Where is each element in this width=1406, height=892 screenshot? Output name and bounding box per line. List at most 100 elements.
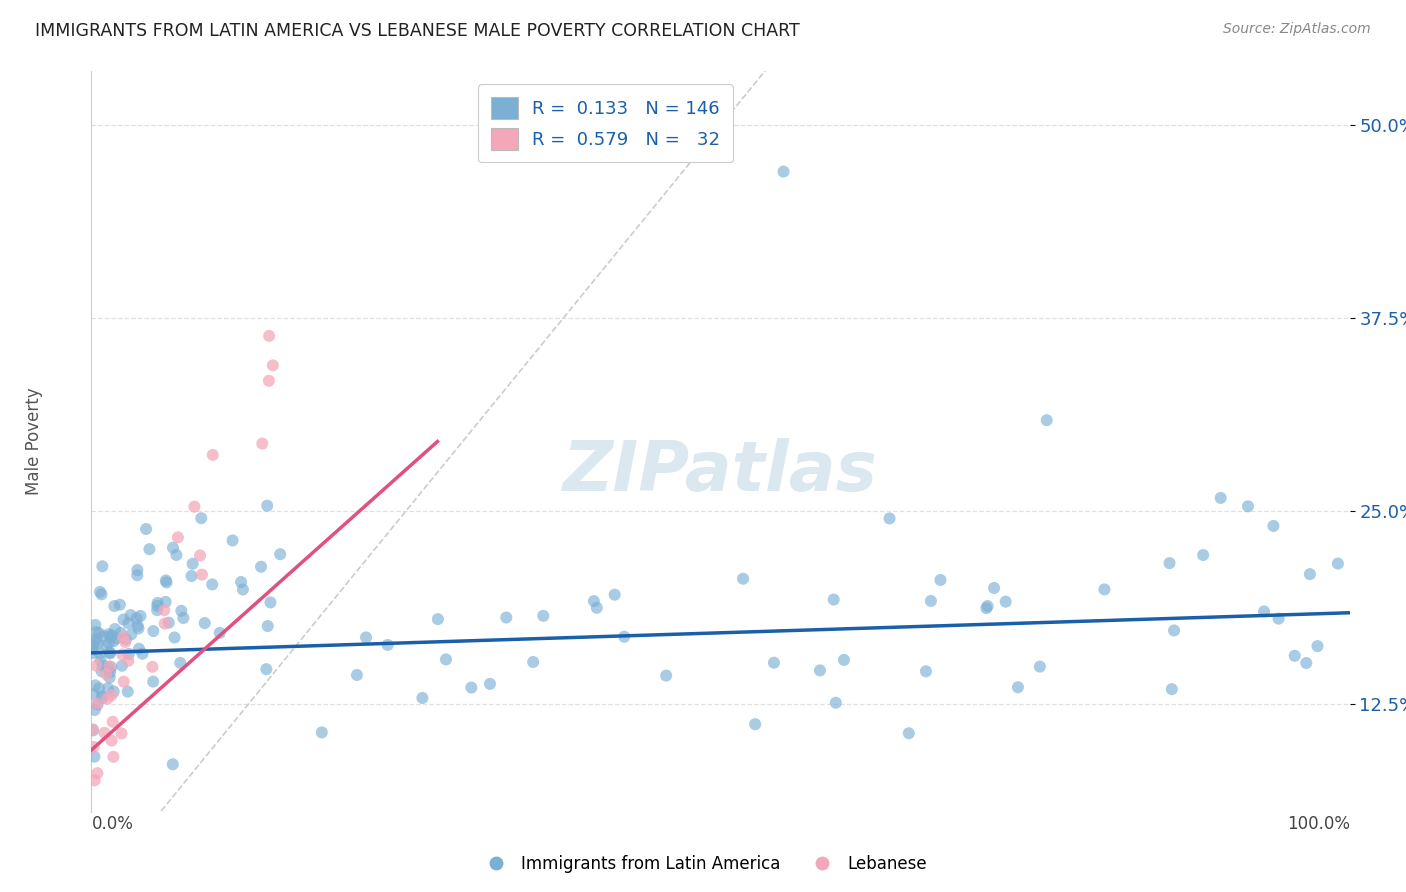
Point xyxy=(153,616,176,631)
Point xyxy=(112,630,135,644)
Point xyxy=(86,632,108,646)
Point xyxy=(93,725,115,739)
Point xyxy=(1327,557,1350,571)
Point xyxy=(411,690,433,705)
Point xyxy=(1029,659,1052,673)
Point xyxy=(434,652,457,666)
Point xyxy=(162,757,184,772)
Point xyxy=(129,608,152,623)
Point xyxy=(120,627,142,641)
Point xyxy=(522,655,544,669)
Point xyxy=(832,653,855,667)
Point xyxy=(1253,605,1275,619)
Point xyxy=(127,619,149,633)
Point xyxy=(111,648,134,662)
Point xyxy=(585,600,607,615)
Point xyxy=(86,766,108,780)
Point xyxy=(162,541,184,555)
Point xyxy=(117,654,139,668)
Point xyxy=(257,374,280,388)
Point xyxy=(91,559,114,574)
Point xyxy=(1267,612,1289,626)
Point xyxy=(83,635,105,649)
Point xyxy=(1295,656,1317,670)
Point xyxy=(83,773,105,788)
Point xyxy=(110,726,132,740)
Point xyxy=(128,641,150,656)
Point xyxy=(83,639,105,653)
Point xyxy=(98,659,121,673)
Point xyxy=(262,359,284,373)
Point xyxy=(478,677,501,691)
Point xyxy=(155,595,177,609)
Point xyxy=(252,436,274,450)
Point xyxy=(824,696,846,710)
Text: IMMIGRANTS FROM LATIN AMERICA VS LEBANESE MALE POVERTY CORRELATION CHART: IMMIGRANTS FROM LATIN AMERICA VS LEBANES… xyxy=(35,22,800,40)
Point xyxy=(101,714,124,729)
Point xyxy=(87,681,110,696)
Point xyxy=(83,739,105,754)
Point xyxy=(1035,413,1057,427)
Point xyxy=(170,604,193,618)
Point xyxy=(105,632,128,646)
Point xyxy=(127,563,149,577)
Point xyxy=(98,665,121,680)
Point xyxy=(181,557,204,571)
Point xyxy=(994,595,1017,609)
Point xyxy=(1263,519,1285,533)
Point xyxy=(91,691,114,706)
Point xyxy=(1192,548,1215,562)
Point xyxy=(142,674,165,689)
Point xyxy=(311,725,333,739)
Point xyxy=(87,626,110,640)
Point xyxy=(188,549,211,563)
Point xyxy=(194,616,217,631)
Point xyxy=(229,574,252,589)
Point xyxy=(90,664,112,678)
Point xyxy=(201,448,224,462)
Point xyxy=(90,654,112,668)
Point xyxy=(125,611,148,625)
Point xyxy=(112,674,135,689)
Point xyxy=(127,622,149,636)
Point xyxy=(97,627,120,641)
Point xyxy=(90,690,112,704)
Point xyxy=(1299,567,1322,582)
Point xyxy=(89,647,111,661)
Point xyxy=(254,662,277,676)
Point xyxy=(183,500,205,514)
Point xyxy=(232,582,254,597)
Point xyxy=(100,688,122,702)
Y-axis label: Male Poverty: Male Poverty xyxy=(25,388,42,495)
Point xyxy=(1163,624,1185,638)
Point xyxy=(117,616,139,631)
Point xyxy=(155,574,177,588)
Point xyxy=(117,684,139,698)
Point xyxy=(655,668,678,682)
Point xyxy=(98,646,121,660)
Point xyxy=(1160,682,1182,697)
Point xyxy=(131,647,153,661)
Point xyxy=(976,601,998,615)
Point xyxy=(104,622,127,636)
Point xyxy=(83,749,105,764)
Point xyxy=(138,542,160,557)
Point xyxy=(100,628,122,642)
Point xyxy=(976,599,998,613)
Point xyxy=(87,636,110,650)
Point xyxy=(460,681,482,695)
Point xyxy=(920,594,942,608)
Point xyxy=(83,687,105,701)
Point xyxy=(1209,491,1232,505)
Legend: R =  0.133   N = 146, R =  0.579   N =   32: R = 0.133 N = 146, R = 0.579 N = 32 xyxy=(478,84,733,162)
Point xyxy=(169,656,191,670)
Point xyxy=(163,631,186,645)
Point xyxy=(112,612,135,626)
Legend: Immigrants from Latin America, Lebanese: Immigrants from Latin America, Lebanese xyxy=(472,848,934,880)
Point xyxy=(157,615,180,630)
Text: Source: ZipAtlas.com: Source: ZipAtlas.com xyxy=(1223,22,1371,37)
Point xyxy=(582,594,605,608)
Point xyxy=(269,547,291,561)
Point xyxy=(111,658,134,673)
Point xyxy=(256,619,278,633)
